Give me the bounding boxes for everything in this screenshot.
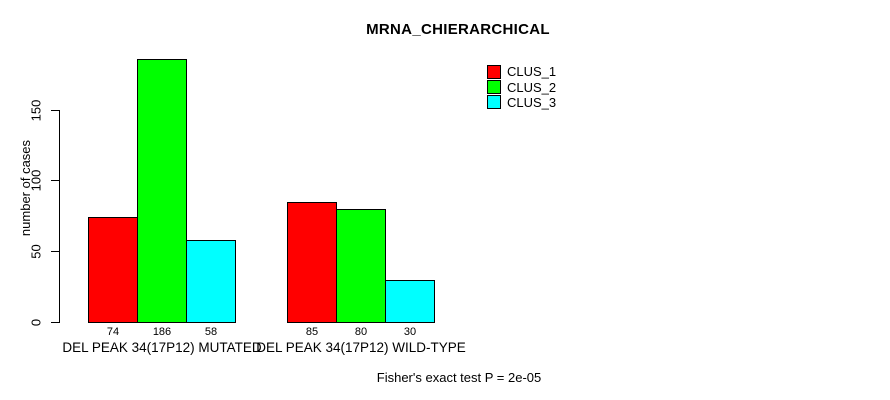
bar-value-label: 80 [354,326,368,338]
y-axis-tick [51,250,59,252]
legend-swatch [487,80,501,95]
bar-value-label: 58 [204,326,218,338]
legend-item-label: CLUS_2 [507,79,557,95]
y-axis-line [59,110,60,323]
y-axis-tick-label: 50 [28,244,44,259]
bar-value-label: 85 [305,326,319,338]
y-axis-tick [51,180,59,182]
bar-clus_3-group2 [385,279,435,323]
fisher-test-caption: Fisher's exact test P = 2e-05 [376,370,542,385]
y-axis-tick [51,321,59,323]
y-axis-tick-label: 150 [28,99,44,121]
bar-clus_1-group2 [287,201,337,323]
legend-swatch [487,95,501,110]
y-axis-tick-label: 100 [28,169,44,192]
x-category-label: DEL PEAK 34(17P12) MUTATED [62,340,262,355]
bar-value-label: 74 [106,326,120,338]
bar-clus_3-group1 [186,240,236,323]
bar-value-label: 30 [403,326,417,338]
legend: CLUS_1 CLUS_2 CLUS_3 [487,64,556,110]
bar-value-label: 186 [152,326,172,338]
legend-item: CLUS_1 [487,64,556,79]
bar-clus_1-group1 [88,217,138,323]
y-axis-tick [51,109,59,111]
y-axis-tick-label: 0 [28,318,44,326]
x-category-label: DEL PEAK 34(17P12) WILD-TYPE [256,340,466,355]
legend-item: CLUS_2 [487,79,557,95]
legend-item: CLUS_3 [487,95,556,110]
chart-title: MRNA_CHIERARCHICAL [366,21,550,38]
bar-clus_2-group2 [336,208,386,323]
legend-item-label: CLUS_1 [507,64,557,80]
legend-swatch [487,64,501,79]
legend-item-label: CLUS_3 [507,94,557,110]
bar-clus_2-group1 [137,59,187,323]
